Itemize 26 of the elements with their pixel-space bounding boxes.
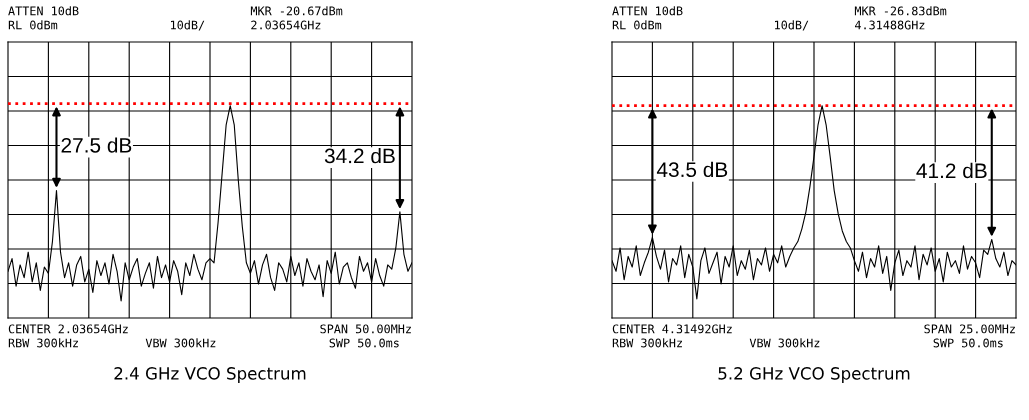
text: RL 0dBm [612,20,662,30]
text: 10dB/ [775,20,809,31]
text: SPAN 50.00MHz [320,324,411,334]
text: VBW 300kHz [145,338,216,348]
annotation: 41.2 dB [916,162,987,179]
text: CENTER 2.03654GHz [8,324,128,334]
text: ATTEN 10dB [8,6,79,16]
text: VBW 300kHz [749,338,820,348]
text: SPAN 25.00MHz [924,324,1015,334]
text: MKR -20.67dBm [250,6,343,16]
annotation: 43.5 dB [656,161,728,178]
text: 2.03654GHz [251,20,321,30]
text: ATTEN 10dB [612,6,683,16]
text: CENTER 4.31492GHz [612,324,732,334]
text: RBW 300kHz [612,338,682,348]
text: SWP 50.0ms [329,338,399,348]
text: 2.4 GHz VCO Spectrum [114,367,306,383]
annotation: 27.5 dB [61,137,132,153]
text: SWP 50.0ms [933,338,1003,348]
text: 5.2 GHz VCO Spectrum [718,367,910,383]
text: RL 0dBm [8,20,58,30]
text: 10dB/ [171,20,205,31]
text: 4.31488GHz [854,20,925,30]
text: RBW 300kHz [8,338,78,348]
annotation: 34.2 dB [324,148,395,164]
text: MKR -26.83dBm [854,6,947,16]
